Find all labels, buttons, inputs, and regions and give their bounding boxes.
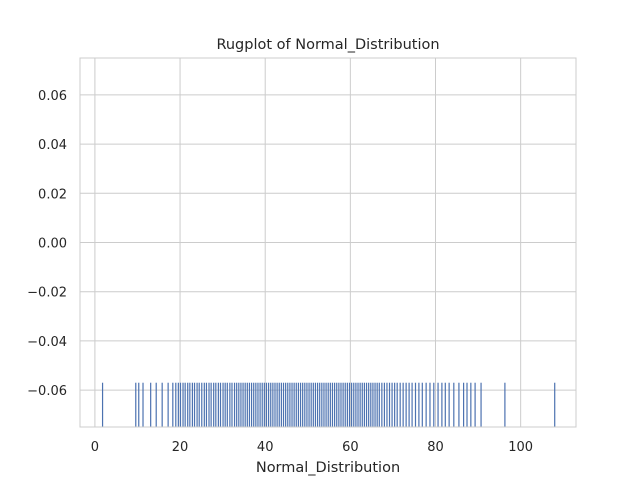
x-axis-label: Normal_Distribution [256, 460, 400, 476]
x-tick-label: 60 [342, 440, 359, 455]
x-tick-label: 40 [257, 440, 274, 455]
y-tick-label: 0.04 [38, 138, 67, 153]
grid-lines [80, 58, 576, 427]
chart-title: Rugplot of Normal_Distribution [216, 37, 439, 53]
y-tick-label: −0.06 [27, 384, 67, 399]
y-tick-label: 0.06 [38, 89, 67, 104]
rug-marks [101, 382, 556, 427]
x-tick-label: 20 [172, 440, 189, 455]
tick-labels: 0 20 40 60 80 100 0.06 0.04 0.02 0.00 −0.02 −0.04 −0… [27, 89, 533, 455]
plot-frame [79, 57, 577, 428]
y-tick-label: 0.00 [38, 237, 67, 252]
y-tick-label: −0.04 [27, 335, 67, 350]
x-tick-label: 0 [91, 440, 99, 455]
x-tick-label: 80 [427, 440, 444, 455]
x-tick-label: 100 [508, 440, 533, 455]
y-tick-label: 0.02 [38, 187, 67, 202]
y-tick-label: −0.02 [27, 286, 67, 301]
